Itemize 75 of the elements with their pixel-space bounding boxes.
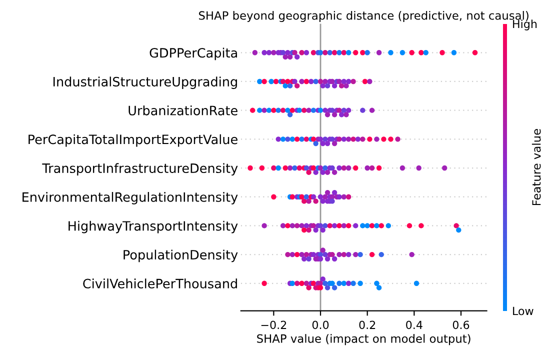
x-tick-label: 0.0 xyxy=(312,320,329,330)
point xyxy=(374,136,380,142)
y-tick-label: IndustrialStructureUpgrading xyxy=(53,76,237,89)
point xyxy=(440,50,445,56)
point xyxy=(248,165,253,171)
point xyxy=(360,50,366,56)
point xyxy=(318,194,324,200)
point xyxy=(285,223,290,228)
point xyxy=(262,280,267,286)
point xyxy=(423,50,428,56)
x-tick-label: 0.2 xyxy=(359,320,376,330)
point xyxy=(346,280,352,286)
point xyxy=(304,136,310,142)
point xyxy=(409,50,414,56)
y-tick-label: GDPPerCapita xyxy=(150,48,237,60)
color-bar-label: Low xyxy=(513,306,534,316)
point xyxy=(250,108,256,113)
x-tick-label: 0.6 xyxy=(452,320,470,330)
color-bar-title: Feature value xyxy=(532,129,541,206)
x-tick-label: −0.2 xyxy=(261,320,286,330)
point xyxy=(322,108,328,113)
point xyxy=(294,136,300,142)
point xyxy=(358,252,363,258)
x-axis-title: SHAP value (impact on model output) xyxy=(257,334,470,346)
y-tick-label: TransportInfrastructureDensity xyxy=(42,163,238,176)
point xyxy=(406,223,412,228)
point xyxy=(472,50,478,56)
y-tick-label: UrbanizationRate xyxy=(128,105,238,116)
y-tick-label: CivilVehiclePerThousand xyxy=(83,278,237,288)
point xyxy=(330,108,335,113)
point xyxy=(451,50,457,56)
point xyxy=(310,136,316,142)
point xyxy=(346,136,352,142)
point xyxy=(332,223,338,228)
point xyxy=(282,165,288,171)
y-tick-label: PopulationDensity xyxy=(124,250,238,262)
point xyxy=(294,252,300,258)
point xyxy=(271,194,276,200)
point xyxy=(304,194,310,200)
y-tick-label: EnvironmentalRegulationIntensity xyxy=(22,192,238,204)
point xyxy=(369,252,375,258)
point xyxy=(299,136,304,142)
point xyxy=(327,50,332,56)
color-bar-label: High xyxy=(513,20,537,30)
point xyxy=(341,194,347,200)
point xyxy=(346,165,352,171)
point xyxy=(378,252,384,258)
point xyxy=(304,50,310,56)
point xyxy=(330,165,335,171)
point xyxy=(376,50,382,56)
point xyxy=(364,165,370,171)
y-tick-label: HighwayTransportIntensity xyxy=(68,220,238,234)
point xyxy=(322,280,328,286)
point xyxy=(442,165,448,171)
x-tick-label: 0.4 xyxy=(406,320,422,330)
point xyxy=(322,165,328,171)
point xyxy=(336,165,342,171)
point xyxy=(299,280,304,286)
point xyxy=(276,108,281,113)
point xyxy=(280,136,286,142)
chart-title: SHAP beyond geographic distance (predictive, not causal) xyxy=(198,10,528,22)
y-tick-label: PerCapitaTotalImportExportValue xyxy=(28,134,238,147)
point xyxy=(409,252,414,258)
point xyxy=(353,165,358,171)
point xyxy=(280,108,286,113)
point xyxy=(292,165,298,171)
point xyxy=(271,108,276,113)
point xyxy=(310,194,316,200)
point xyxy=(310,280,316,286)
point xyxy=(376,165,382,171)
point xyxy=(388,136,394,142)
point xyxy=(346,252,352,258)
point xyxy=(257,108,262,113)
point xyxy=(367,136,372,142)
point xyxy=(290,194,296,200)
